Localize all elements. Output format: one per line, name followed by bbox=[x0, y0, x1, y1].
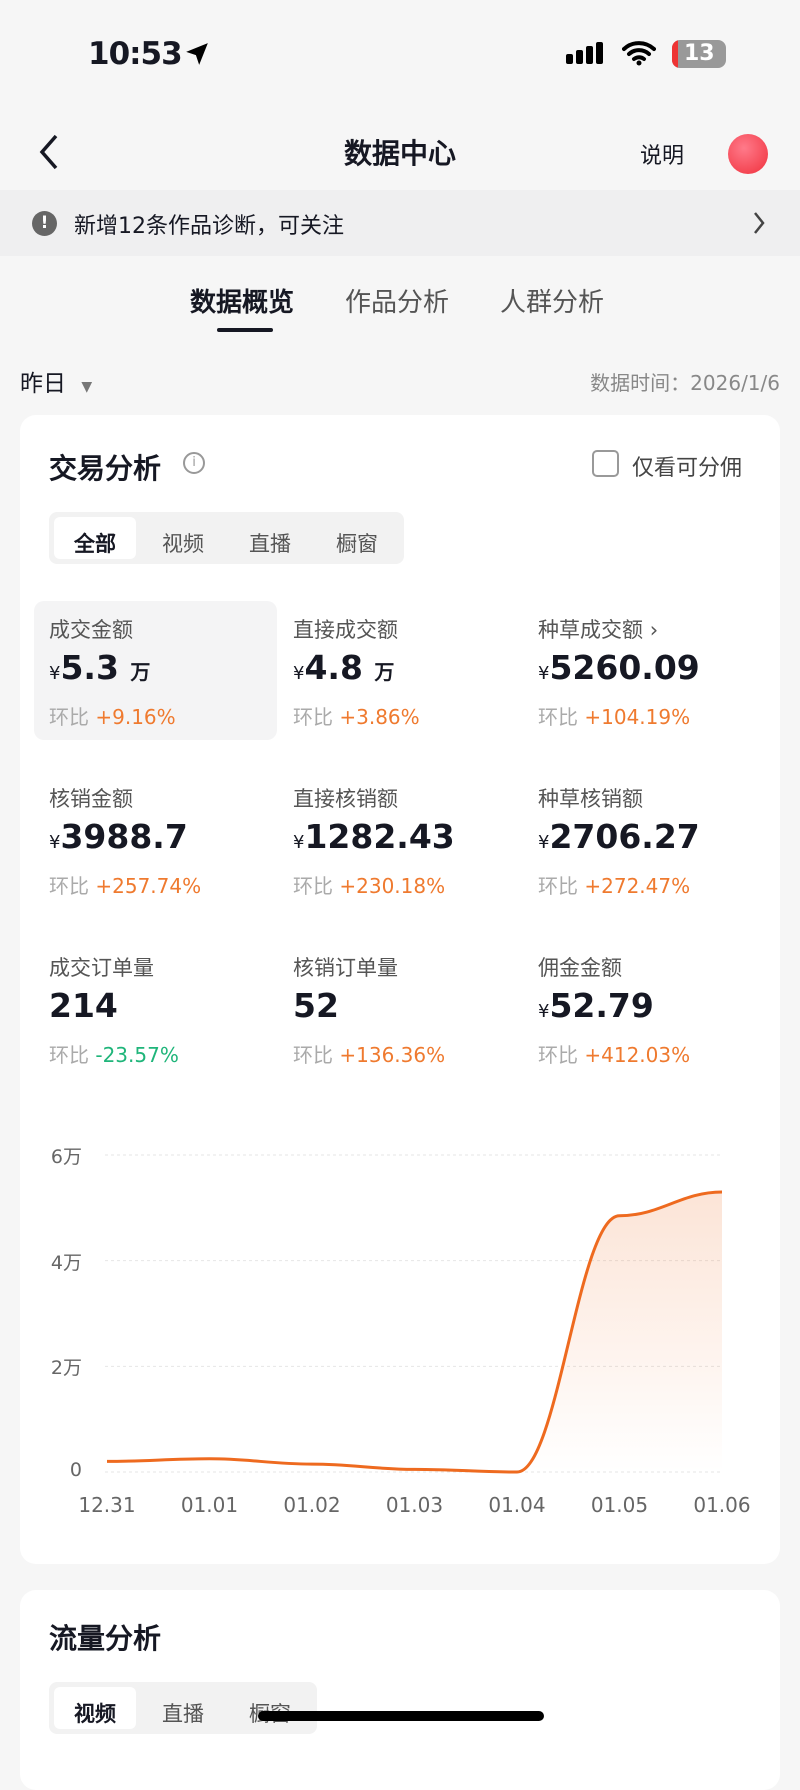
back-icon[interactable] bbox=[36, 132, 60, 172]
segment-live[interactable]: 直播 bbox=[249, 532, 291, 556]
metric-cell[interactable]: 直接成交额 ¥4.8 万 环比 +3.86% bbox=[293, 614, 523, 729]
explain-link[interactable]: 说明 bbox=[640, 144, 685, 169]
metric-cell[interactable]: 种草成交额 › ¥5260.09 环比 +104.19% bbox=[538, 614, 768, 729]
metric-cell[interactable]: 种草核销额 ¥2706.27 环比 +272.47% bbox=[538, 783, 768, 898]
y-tick-label: 4万 bbox=[50, 1251, 82, 1274]
x-tick-label: 01.02 bbox=[283, 1493, 341, 1517]
metric-value: 52 bbox=[293, 986, 339, 1025]
metric-value: ¥5.3 万 bbox=[49, 648, 151, 687]
segment-showcase[interactable]: 橱窗 bbox=[336, 532, 378, 556]
tab-audience-analysis[interactable]: 人群分析 bbox=[500, 288, 605, 318]
segment-all[interactable]: 全部 bbox=[54, 517, 136, 559]
traffic-title: 流量分析 bbox=[49, 1622, 162, 1655]
segment-live[interactable]: 直播 bbox=[162, 1702, 204, 1726]
metric-value: ¥52.79 bbox=[538, 986, 654, 1025]
wifi-icon bbox=[622, 41, 656, 66]
metric-change: 环比 -23.57% bbox=[49, 1043, 179, 1067]
metric-change: 环比 +412.03% bbox=[538, 1043, 691, 1067]
customer-service-icon[interactable] bbox=[728, 134, 768, 174]
battery-icon: 13 bbox=[672, 40, 726, 68]
segment-showcase[interactable]: 橱窗 bbox=[229, 1687, 311, 1729]
period-dropdown[interactable]: 昨日 ▼ bbox=[20, 364, 92, 398]
x-tick-label: 01.01 bbox=[180, 1493, 239, 1517]
metric-cell[interactable]: 直接核销额 ¥1282.43 环比 +230.18% bbox=[293, 783, 523, 898]
metric-value: ¥3988.7 bbox=[49, 817, 188, 856]
diagnosis-banner[interactable]: ! 新增12条作品诊断，可关注 bbox=[0, 190, 800, 256]
page-title: 数据中心 bbox=[343, 137, 456, 170]
x-tick-label: 12.31 bbox=[78, 1493, 136, 1517]
tab-data-overview[interactable]: 数据概览 bbox=[190, 288, 295, 318]
data-time: 数据时间：2026/1/6 bbox=[590, 371, 780, 395]
selected-metric-bg bbox=[34, 601, 277, 740]
banner-text: 新增12条作品诊断，可关注 bbox=[74, 214, 344, 239]
metric-label: 核销订单量 bbox=[293, 956, 398, 980]
trade-segment: 全部 视频 直播 橱窗 bbox=[49, 512, 404, 564]
x-tick-label: 01.06 bbox=[693, 1493, 751, 1517]
metric-change: 环比 +272.47% bbox=[538, 874, 691, 898]
only-commission-checkbox[interactable] bbox=[592, 450, 619, 477]
metric-label: 佣金金额 bbox=[538, 956, 622, 980]
metric-cell[interactable]: 成交金额 ¥5.3 万 环比 +9.16% bbox=[49, 614, 279, 729]
trade-title: 交易分析 bbox=[49, 452, 162, 485]
home-indicator bbox=[258, 1711, 544, 1721]
y-tick-label: 0 bbox=[69, 1459, 82, 1481]
x-tick-label: 01.05 bbox=[590, 1493, 649, 1517]
metric-change: 环比 +257.74% bbox=[49, 874, 202, 898]
area-fill bbox=[517, 1191, 722, 1472]
metric-change: 环比 +230.18% bbox=[293, 874, 446, 898]
x-tick-label: 01.04 bbox=[488, 1493, 546, 1517]
metric-change: 环比 +3.86% bbox=[293, 705, 420, 729]
signal-icon bbox=[566, 42, 603, 64]
segment-video[interactable]: 视频 bbox=[54, 1687, 136, 1729]
x-tick-label: 01.03 bbox=[385, 1493, 444, 1517]
metric-label: 种草成交额 › bbox=[538, 618, 659, 642]
chevron-right-icon bbox=[754, 212, 765, 234]
only-commission-label: 仅看可分佣 bbox=[632, 456, 743, 481]
metric-value: ¥1282.43 bbox=[293, 817, 455, 856]
metric-change: 环比 +104.19% bbox=[538, 705, 691, 729]
metric-change: 环比 +136.36% bbox=[293, 1043, 446, 1067]
series-line bbox=[106, 1190, 723, 1474]
segment-video[interactable]: 视频 bbox=[162, 532, 204, 556]
tab-indicator bbox=[217, 328, 273, 332]
metric-cell[interactable]: 佣金金额 ¥52.79 环比 +412.03% bbox=[538, 952, 768, 1067]
y-tick-label: 2万 bbox=[50, 1357, 82, 1380]
metric-label: 成交订单量 bbox=[49, 956, 154, 980]
metric-value: 214 bbox=[49, 986, 118, 1025]
metric-cell[interactable]: 成交订单量 214 环比 -23.57% bbox=[49, 952, 279, 1067]
metric-label: 直接核销额 bbox=[293, 787, 398, 811]
metric-label: 成交金额 bbox=[49, 618, 133, 642]
metric-value: ¥2706.27 bbox=[538, 817, 700, 856]
traffic-segment: 视频 直播 橱窗 bbox=[49, 1682, 317, 1734]
tab-works-analysis[interactable]: 作品分析 bbox=[345, 288, 450, 318]
metric-label: 直接成交额 bbox=[293, 618, 398, 642]
caret-down-icon: ▼ bbox=[81, 379, 93, 395]
metric-label: 种草核销额 bbox=[538, 787, 643, 811]
location-icon bbox=[186, 43, 208, 65]
alert-icon: ! bbox=[32, 211, 57, 236]
metric-cell[interactable]: 核销订单量 52 环比 +136.36% bbox=[293, 952, 523, 1067]
status-time: 10:53 bbox=[88, 36, 183, 72]
trade-chart bbox=[105, 1154, 723, 1474]
metric-value: ¥4.8 万 bbox=[293, 648, 395, 687]
info-icon[interactable]: i bbox=[183, 452, 205, 474]
metric-cell[interactable]: 核销金额 ¥3988.7 环比 +257.74% bbox=[49, 783, 279, 898]
chevron-right-icon: › bbox=[649, 618, 659, 642]
metric-value: ¥5260.09 bbox=[538, 648, 700, 687]
period-label: 昨日 bbox=[20, 371, 66, 397]
y-tick-label: 6万 bbox=[50, 1146, 82, 1168]
metric-change: 环比 +9.16% bbox=[49, 705, 176, 729]
metric-label: 核销金额 bbox=[49, 787, 133, 811]
